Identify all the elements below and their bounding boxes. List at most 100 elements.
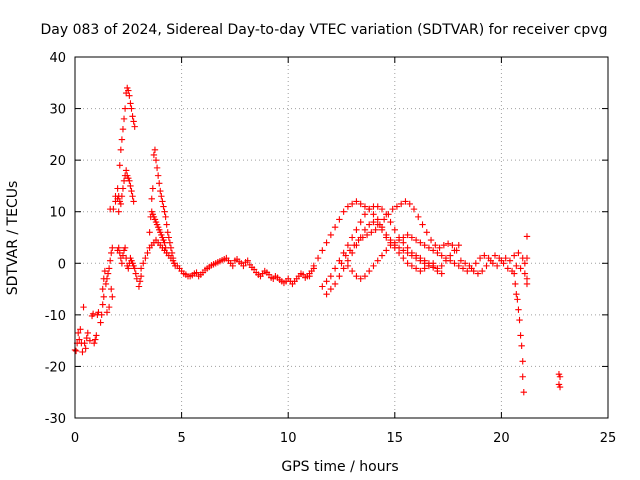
data-point xyxy=(323,239,330,246)
data-point xyxy=(80,303,87,311)
data-point xyxy=(310,262,317,270)
x-tick-label: 10 xyxy=(280,431,297,446)
data-point xyxy=(359,234,367,241)
data-point xyxy=(378,252,386,259)
data-point xyxy=(149,185,157,192)
data-point xyxy=(106,257,114,264)
data-point xyxy=(151,146,159,154)
data-point xyxy=(154,172,162,179)
data-point xyxy=(361,211,369,218)
data-point xyxy=(491,252,499,259)
data-point xyxy=(193,269,200,276)
data-point xyxy=(105,303,113,311)
data-point xyxy=(523,233,531,240)
data-point xyxy=(348,200,356,208)
data-point xyxy=(118,260,126,267)
data-point xyxy=(470,267,477,275)
data-point xyxy=(76,336,83,343)
data-point xyxy=(417,239,424,246)
y-tick-label: -10 xyxy=(45,309,66,324)
data-point xyxy=(397,200,405,208)
data-point xyxy=(72,347,80,355)
data-point xyxy=(514,296,521,303)
data-point xyxy=(344,242,352,249)
data-point xyxy=(395,236,403,244)
data-point xyxy=(449,242,456,249)
data-point xyxy=(459,265,467,272)
data-point xyxy=(97,319,104,326)
data-point xyxy=(348,267,356,275)
grid xyxy=(75,57,608,418)
data-point xyxy=(412,252,420,259)
data-points xyxy=(71,84,564,396)
data-point xyxy=(137,265,145,272)
data-point xyxy=(366,205,373,213)
data-point xyxy=(86,337,94,344)
data-point xyxy=(158,193,165,200)
data-point xyxy=(466,262,473,270)
data-point xyxy=(516,316,523,324)
data-point xyxy=(244,257,251,264)
y-tick-label: 20 xyxy=(49,154,66,169)
data-point xyxy=(169,257,177,264)
data-point xyxy=(118,193,126,200)
data-point xyxy=(140,260,147,267)
series-group xyxy=(71,303,102,356)
data-point xyxy=(385,211,392,218)
y-tick-label: 10 xyxy=(49,206,66,221)
data-point xyxy=(348,234,356,241)
data-point xyxy=(79,348,86,356)
data-point xyxy=(434,267,441,275)
series-group xyxy=(137,236,177,272)
data-point xyxy=(146,229,153,236)
data-point xyxy=(518,342,525,349)
data-point xyxy=(451,260,458,267)
data-point xyxy=(126,92,133,99)
data-point xyxy=(474,270,482,277)
data-point xyxy=(510,270,518,277)
data-point xyxy=(131,265,138,272)
data-point xyxy=(130,198,137,205)
data-point xyxy=(366,267,373,275)
x-tick-label: 15 xyxy=(387,431,404,446)
data-point xyxy=(327,285,335,293)
data-point xyxy=(457,257,465,264)
data-point xyxy=(103,309,111,316)
data-point xyxy=(387,242,394,249)
data-point xyxy=(406,200,413,208)
data-point xyxy=(383,247,390,254)
data-point xyxy=(148,195,155,203)
data-point xyxy=(90,340,98,347)
data-point xyxy=(366,221,373,228)
data-point xyxy=(103,275,111,282)
data-point xyxy=(461,260,469,267)
data-point xyxy=(368,229,375,236)
data-point xyxy=(372,226,379,233)
data-point xyxy=(438,252,445,259)
data-point xyxy=(425,262,433,270)
data-point xyxy=(117,200,125,208)
data-point xyxy=(436,244,443,252)
data-point xyxy=(93,332,100,339)
data-point xyxy=(483,262,490,270)
data-point xyxy=(378,226,386,233)
data-point xyxy=(400,254,407,262)
data-point xyxy=(357,218,364,226)
data-point xyxy=(455,242,462,249)
data-point xyxy=(361,226,369,233)
data-point xyxy=(421,265,428,272)
data-point xyxy=(479,267,486,275)
data-point xyxy=(125,265,132,272)
data-point xyxy=(408,234,416,241)
data-point xyxy=(319,247,326,254)
data-point xyxy=(510,252,518,259)
data-point xyxy=(429,247,437,254)
data-point xyxy=(161,208,168,215)
data-point xyxy=(361,272,369,280)
data-point xyxy=(331,223,339,231)
data-point xyxy=(440,242,448,249)
data-point xyxy=(74,329,82,337)
data-point xyxy=(402,198,409,205)
data-point xyxy=(515,249,522,257)
data-point xyxy=(119,185,127,192)
